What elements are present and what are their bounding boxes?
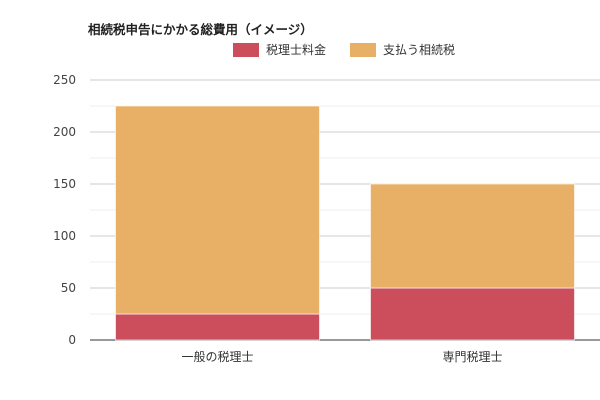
y-tick-label: 150 (53, 177, 76, 191)
legend-label-tax: 支払う相続税 (383, 43, 455, 57)
y-tick-label: 100 (53, 229, 76, 243)
legend-label-fee: 税理士料金 (266, 42, 326, 57)
bar-segment-fee-0 (115, 313, 320, 341)
y-tick-label: 250 (53, 73, 76, 87)
bar-segment-fee-1 (370, 287, 575, 341)
bar-segment-tax-1 (370, 183, 575, 289)
y-tick-label: 50 (61, 281, 76, 295)
y-tick-label: 200 (53, 125, 76, 139)
x-category-label: 一般の税理士 (181, 349, 253, 364)
bars (115, 105, 575, 341)
chart-title: 相続税申告にかかる総費用（イメージ） (88, 22, 313, 37)
legend-swatch-tax (350, 43, 376, 57)
y-axis-tick-labels: 0 50 100 150 200 250 (53, 73, 76, 347)
x-category-label: 専門税理士 (442, 350, 502, 364)
bar-segment-tax-0 (115, 105, 320, 315)
y-tick-label: 0 (68, 333, 76, 347)
legend-swatch-fee (233, 43, 259, 57)
x-axis-category-labels: 一般の税理士 専門税理士 (181, 349, 502, 364)
legend: 税理士料金 支払う相続税 (233, 42, 455, 57)
